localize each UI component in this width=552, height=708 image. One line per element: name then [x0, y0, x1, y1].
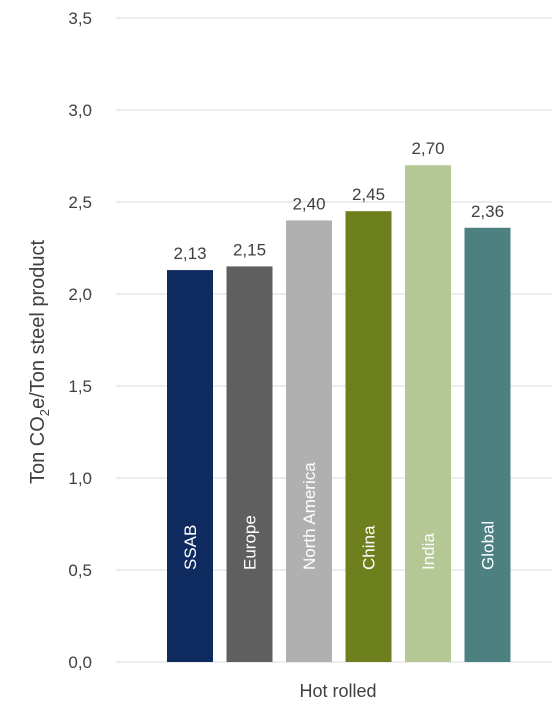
y-axis-label-prefix: Ton CO	[27, 416, 49, 484]
bar-category-labels: SSAB Europe North America China India Global	[181, 462, 498, 570]
bar	[464, 227, 511, 662]
bar-category-label: China	[360, 525, 379, 570]
data-label: 2,36	[471, 202, 504, 221]
bar	[345, 211, 392, 662]
data-label: 2,15	[233, 240, 266, 259]
bar-category-label: North America	[300, 462, 319, 570]
data-labels: 2,13 2,15 2,40 2,45 2,70 2,36	[173, 139, 504, 263]
bar-category-label: Global	[479, 521, 498, 570]
x-axis-label: Hot rolled	[299, 681, 376, 701]
data-label: 2,45	[352, 185, 385, 204]
y-axis-label-suffix: e/Ton steel product	[27, 240, 49, 409]
data-label: 2,70	[411, 139, 444, 158]
y-tick-label: 0,5	[68, 561, 92, 580]
bar	[167, 270, 213, 662]
data-label: 2,13	[173, 244, 206, 263]
bar	[286, 220, 332, 662]
y-tick-label: 2,0	[68, 285, 92, 304]
y-tick-label: 2,5	[68, 193, 92, 212]
bar-category-label: Europe	[241, 515, 260, 570]
bar	[226, 266, 273, 662]
y-tick-label: 1,5	[68, 377, 92, 396]
bar-category-label: India	[419, 533, 438, 570]
y-tick-label: 1,0	[68, 469, 92, 488]
bars	[167, 165, 511, 662]
bar-category-label: SSAB	[181, 525, 200, 570]
y-axis-ticks: 0,0 0,5 1,0 1,5 2,0 2,5 3,0 3,5	[68, 9, 92, 672]
y-tick-label: 3,5	[68, 9, 92, 28]
data-label: 2,40	[292, 194, 325, 213]
bar	[405, 165, 451, 662]
y-tick-label: 0,0	[68, 653, 92, 672]
y-tick-label: 3,0	[68, 101, 92, 120]
y-axis-label-subscript: 2	[37, 409, 52, 416]
y-axis-label: Ton CO2e/Ton steel product	[27, 240, 52, 484]
